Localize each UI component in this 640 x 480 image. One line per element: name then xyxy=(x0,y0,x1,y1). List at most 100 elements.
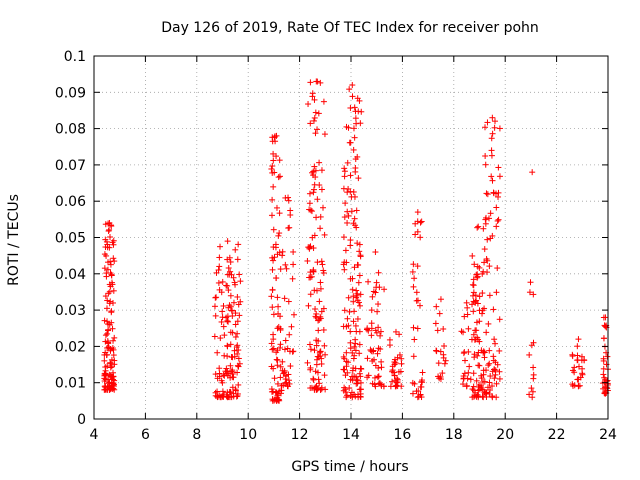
data-point xyxy=(318,360,325,367)
data-point xyxy=(347,376,354,383)
data-point xyxy=(317,279,324,286)
data-point xyxy=(352,336,359,343)
data-point xyxy=(225,287,232,294)
data-point xyxy=(345,294,352,301)
data-point xyxy=(219,308,226,315)
data-point xyxy=(347,328,354,335)
data-point xyxy=(530,364,537,371)
data-point xyxy=(491,336,498,343)
data-point xyxy=(480,225,487,232)
data-point xyxy=(377,328,384,335)
data-point xyxy=(396,331,403,338)
data-point xyxy=(602,390,609,397)
data-point xyxy=(489,114,496,121)
data-point xyxy=(600,355,607,362)
data-point xyxy=(234,256,241,263)
data-point xyxy=(470,289,477,296)
data-point xyxy=(351,343,358,350)
data-point xyxy=(110,380,117,387)
data-point xyxy=(101,372,108,379)
data-point xyxy=(312,384,319,391)
data-point xyxy=(235,381,242,388)
data-point xyxy=(489,130,496,137)
data-point xyxy=(486,347,493,354)
data-point xyxy=(220,323,227,330)
data-point xyxy=(436,310,443,317)
data-point xyxy=(395,368,402,375)
data-point xyxy=(369,293,376,300)
data-point xyxy=(357,120,364,127)
data-point xyxy=(270,157,277,164)
data-point xyxy=(106,386,113,393)
data-point xyxy=(350,220,357,227)
data-point xyxy=(474,224,481,231)
data-point xyxy=(441,360,448,367)
data-point xyxy=(314,353,321,360)
data-point xyxy=(352,393,359,400)
data-point xyxy=(232,281,239,288)
data-point xyxy=(437,376,444,383)
data-point xyxy=(269,163,276,170)
data-point xyxy=(269,304,276,311)
data-point xyxy=(342,200,349,207)
data-point xyxy=(277,313,284,320)
data-point xyxy=(230,299,237,306)
data-point xyxy=(306,274,313,281)
data-point xyxy=(356,370,363,377)
data-point xyxy=(344,208,351,215)
data-point xyxy=(279,358,286,365)
data-point xyxy=(471,261,478,268)
data-point xyxy=(312,305,319,312)
data-point xyxy=(281,346,288,353)
data-point xyxy=(228,307,235,314)
data-point xyxy=(354,95,361,102)
data-point xyxy=(354,290,361,297)
data-point xyxy=(344,189,351,196)
data-point xyxy=(268,165,275,172)
data-point xyxy=(321,372,328,379)
data-point xyxy=(111,258,118,265)
x-tick-label: 8 xyxy=(192,427,201,443)
data-point xyxy=(365,278,372,285)
data-point xyxy=(227,258,234,265)
data-point xyxy=(269,266,276,273)
data-point xyxy=(417,302,424,309)
data-point xyxy=(312,130,319,137)
data-point xyxy=(322,386,329,393)
data-point xyxy=(273,389,280,396)
data-point xyxy=(352,322,359,329)
data-point xyxy=(484,384,491,391)
data-point xyxy=(476,307,483,314)
data-point xyxy=(458,328,465,335)
data-point xyxy=(111,357,118,364)
data-point xyxy=(279,367,286,374)
data-point xyxy=(412,231,419,238)
data-point xyxy=(108,272,115,279)
data-point xyxy=(346,139,353,146)
data-point xyxy=(271,169,278,176)
data-point xyxy=(274,394,281,401)
data-point xyxy=(481,305,488,312)
data-point xyxy=(269,196,276,203)
data-point xyxy=(217,335,224,342)
data-point xyxy=(471,351,478,358)
data-point xyxy=(389,378,396,385)
data-point xyxy=(341,173,348,180)
data-point xyxy=(353,294,360,301)
data-point xyxy=(488,135,495,142)
data-point xyxy=(218,394,225,401)
data-point xyxy=(343,123,350,130)
y-tick-label: 0.02 xyxy=(55,339,86,355)
data-point xyxy=(496,368,503,375)
data-point xyxy=(349,286,356,293)
y-tick-label: 0 xyxy=(77,412,86,428)
data-point xyxy=(392,360,399,367)
data-point xyxy=(232,321,239,328)
data-point xyxy=(223,365,230,372)
data-point xyxy=(108,373,115,380)
data-point xyxy=(411,336,418,343)
data-point xyxy=(268,212,275,219)
data-point xyxy=(235,355,242,362)
data-point xyxy=(105,344,112,351)
data-point xyxy=(106,321,113,328)
